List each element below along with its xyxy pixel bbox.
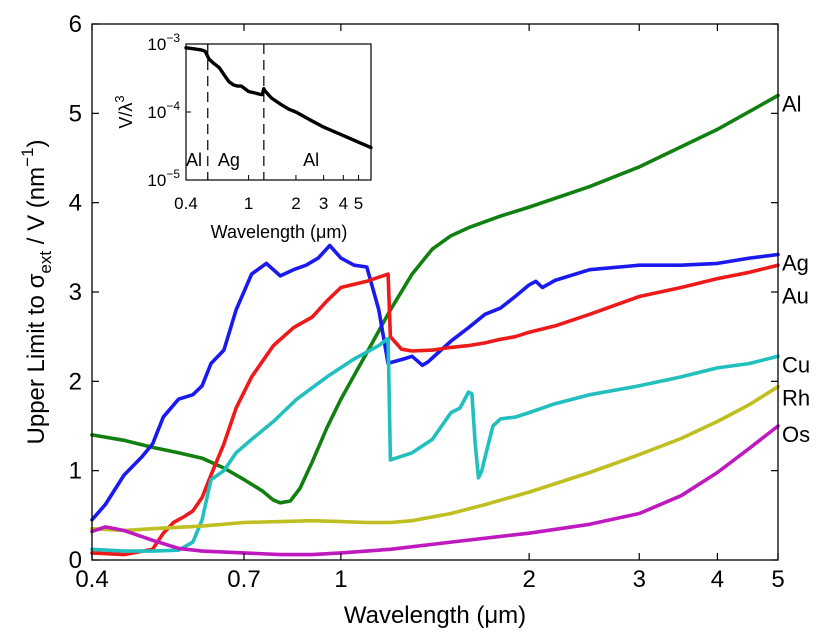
- series-label-au: Au: [782, 283, 809, 308]
- inset-series-group: [184, 46, 373, 150]
- inset-x-tick-label: 2: [291, 194, 300, 213]
- series-label-cu: Cu: [782, 352, 810, 377]
- series-label-al: Al: [782, 91, 802, 116]
- series-label-ag: Ag: [782, 250, 809, 275]
- series-line-ag: [90, 243, 780, 522]
- inset-region-label: Al: [186, 150, 202, 170]
- inset-region-labels: Al Ag Al: [186, 150, 319, 170]
- inset-x-tick-label: 4: [339, 194, 348, 213]
- main-series-group: [90, 93, 780, 557]
- y-tick-label: 0: [69, 547, 82, 574]
- series-end-labels: Al Ag Au Cu Rh Os: [782, 91, 810, 447]
- inset-y-tick-label: 10−5: [147, 167, 180, 190]
- inset-region-label: Al: [303, 150, 319, 170]
- x-tick-label: 5: [771, 566, 784, 593]
- inset-region-label: Ag: [218, 150, 240, 170]
- x-tick-label: 2: [522, 566, 535, 593]
- series-label-rh: Rh: [782, 385, 810, 410]
- inset-x-tick-label: 3: [319, 194, 328, 213]
- series-line-rh: [90, 384, 780, 533]
- series-line-au: [90, 263, 780, 557]
- inset-y-tick-label: 10−4: [147, 99, 180, 122]
- series-label-os: Os: [782, 422, 810, 447]
- inset-series-line: [184, 46, 373, 150]
- x-tick-label: 1: [334, 566, 347, 593]
- y-tick-label: 1: [69, 458, 82, 485]
- inset-y-tick-label: 10−3: [147, 31, 180, 54]
- y-tick-label: 6: [69, 11, 82, 38]
- x-tick-label: 0.4: [75, 566, 108, 593]
- y-axis-label: Upper Limit to σext / V (nm−1): [18, 140, 55, 445]
- x-tick-label: 0.7: [227, 566, 260, 593]
- inset-chart: 0.4 1 2 3 4 5 10−5 10−4 10−3 Al Ag Al Wavelength (…: [112, 31, 373, 242]
- y-tick-label: 2: [69, 368, 82, 395]
- inset-x-axis-label: Wavelength (μm): [211, 222, 348, 242]
- inset-x-tick-label: 1: [244, 194, 253, 213]
- inset-x-tick-label: 5: [354, 194, 363, 213]
- y-tick-label: 5: [69, 100, 82, 127]
- inset-dividers: [207, 44, 265, 180]
- y-tick-label: 4: [69, 190, 82, 217]
- x-tick-label: 3: [633, 566, 646, 593]
- y-tick-label: 3: [69, 279, 82, 306]
- inset-x-tick-label: 0.4: [174, 194, 198, 213]
- inset-ticks-group: 0.4 1 2 3 4 5 10−5 10−4 10−3: [147, 31, 363, 213]
- x-axis-label: Wavelength (μm): [344, 602, 526, 629]
- series-line-os: [90, 424, 780, 557]
- x-tick-label: 4: [711, 566, 724, 593]
- inset-y-axis-label: V/λ3: [112, 95, 136, 128]
- series-line-al: [90, 93, 780, 505]
- series-line-cu: [90, 336, 780, 553]
